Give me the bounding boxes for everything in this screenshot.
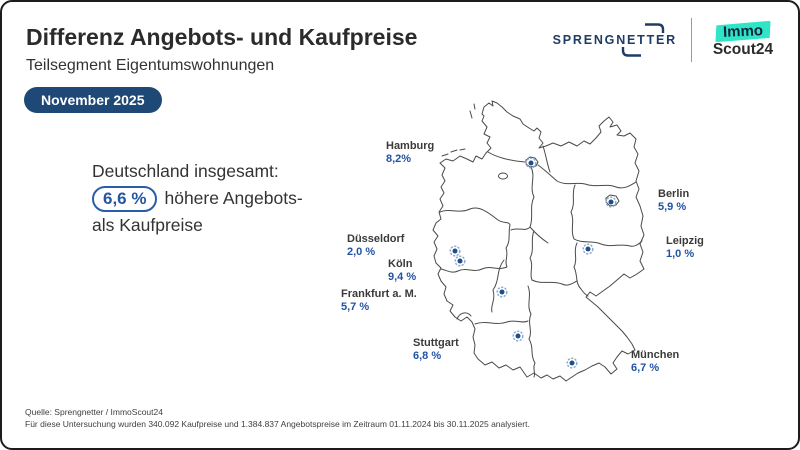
source-footer: Quelle: Sprengnetter / ImmoScout24 Für d… bbox=[25, 406, 530, 430]
city-markers bbox=[449, 157, 617, 369]
methodology-line: Für diese Untersuchung wurden 340.092 Ka… bbox=[25, 419, 530, 429]
map-label-frankfurt: Frankfurt a. M. 5,7 % bbox=[341, 288, 417, 314]
state-border-sh-mv bbox=[542, 145, 551, 173]
map-marker-berlin bbox=[605, 196, 617, 208]
sprengnetter-wordmark: SPRENGNETTER bbox=[552, 33, 677, 47]
state-border-thueringen-bayern bbox=[531, 279, 578, 286]
sprengnetter-bracket-bottom-icon bbox=[621, 47, 641, 57]
city-value: 2,0 % bbox=[347, 246, 376, 258]
page-title: Differenz Angebots- und Kaufpreise bbox=[26, 24, 418, 50]
sprengnetter-logo: SPRENGNETTER bbox=[549, 23, 681, 57]
logo-divider bbox=[691, 18, 692, 62]
city-value: 6,8 % bbox=[413, 350, 442, 362]
city-name: Düsseldorf bbox=[347, 233, 405, 245]
state-border-brandenburg bbox=[570, 184, 643, 247]
saarland-outline bbox=[456, 312, 472, 320]
map-label-koeln: Köln 9,4 % bbox=[388, 258, 416, 284]
city-name: Stuttgart bbox=[413, 337, 459, 349]
map-label-muenchen: München 6,7 % bbox=[631, 349, 679, 375]
state-border-bw-north bbox=[474, 320, 529, 325]
map-label-stuttgart: Stuttgart 6,8 % bbox=[413, 337, 459, 363]
bremen-outline bbox=[498, 172, 508, 180]
summary-line-1: Deutschland insgesamt: bbox=[92, 161, 279, 181]
city-value: 6,7 % bbox=[631, 362, 660, 374]
immoscout24-logo: Immo Scout24 bbox=[704, 22, 782, 59]
map-marker-frankfurt bbox=[496, 286, 508, 298]
date-badge: November 2025 bbox=[24, 87, 162, 113]
summary-line-2: 6,6 % höhere Angebots- bbox=[92, 185, 303, 212]
map-label-duesseldorf: Düsseldorf 2,0 % bbox=[347, 233, 404, 259]
immoscout24-logo-immo: Immo bbox=[715, 20, 772, 41]
germany-map bbox=[432, 100, 645, 382]
germany-outline bbox=[432, 100, 645, 382]
page-subtitle: Teilsegment Eigentumswohnungen bbox=[26, 57, 275, 74]
state-border-hessen-thueringen bbox=[529, 230, 535, 281]
national-value-pill: 6,6 % bbox=[92, 185, 158, 212]
map-marker-leipzig bbox=[582, 243, 594, 255]
city-name: Köln bbox=[388, 258, 413, 270]
city-name: Leipzig bbox=[666, 235, 704, 247]
city-name: Frankfurt a. M. bbox=[341, 288, 417, 300]
map-label-leipzig: Leipzig 1,0 % bbox=[666, 235, 704, 261]
map-marker-koeln bbox=[454, 255, 466, 267]
hamburg-outline bbox=[525, 156, 539, 168]
city-name: Hamburg bbox=[386, 140, 435, 152]
city-name: München bbox=[631, 349, 680, 361]
city-value: 5,7 % bbox=[341, 301, 370, 313]
state-border-rheinland-hessen bbox=[491, 259, 505, 313]
berlin-outline bbox=[605, 194, 620, 207]
coast-islands bbox=[441, 103, 476, 157]
state-border-mv-south bbox=[537, 164, 637, 189]
map-marker-stuttgart bbox=[512, 330, 524, 342]
city-value: 1,0 % bbox=[666, 248, 695, 260]
city-value: 8,2% bbox=[386, 153, 412, 165]
map-marker-muenchen bbox=[566, 357, 578, 369]
map-label-hamburg: Hamburg 8,2% bbox=[386, 140, 434, 166]
state-border-nrw bbox=[439, 207, 511, 273]
city-value: 5,9 % bbox=[658, 201, 687, 213]
city-name: Berlin bbox=[658, 188, 690, 200]
logo-area: SPRENGNETTER Immo Scout24 bbox=[549, 18, 782, 62]
map-marker-duesseldorf bbox=[449, 245, 461, 257]
state-border-bayern-west bbox=[527, 285, 536, 378]
map-label-berlin: Berlin 5,9 % bbox=[658, 188, 689, 214]
state-border-elbe bbox=[487, 151, 526, 163]
immoscout24-logo-scout24: Scout24 bbox=[712, 40, 774, 58]
national-summary: Deutschland insgesamt: 6,6 % höhere Ange… bbox=[92, 158, 303, 239]
summary-line-3: als Kaufpreise bbox=[92, 215, 203, 235]
state-border-niedersachsen-east bbox=[510, 166, 549, 244]
summary-line-2-text: höhere Angebots- bbox=[164, 188, 303, 208]
city-value: 9,4 % bbox=[388, 271, 417, 283]
sprengnetter-bracket-top-icon bbox=[645, 23, 665, 33]
source-line: Quelle: Sprengnetter / ImmoScout24 bbox=[25, 407, 163, 417]
map-marker-hamburg bbox=[525, 157, 537, 169]
state-border-sachsen-west bbox=[573, 242, 589, 297]
